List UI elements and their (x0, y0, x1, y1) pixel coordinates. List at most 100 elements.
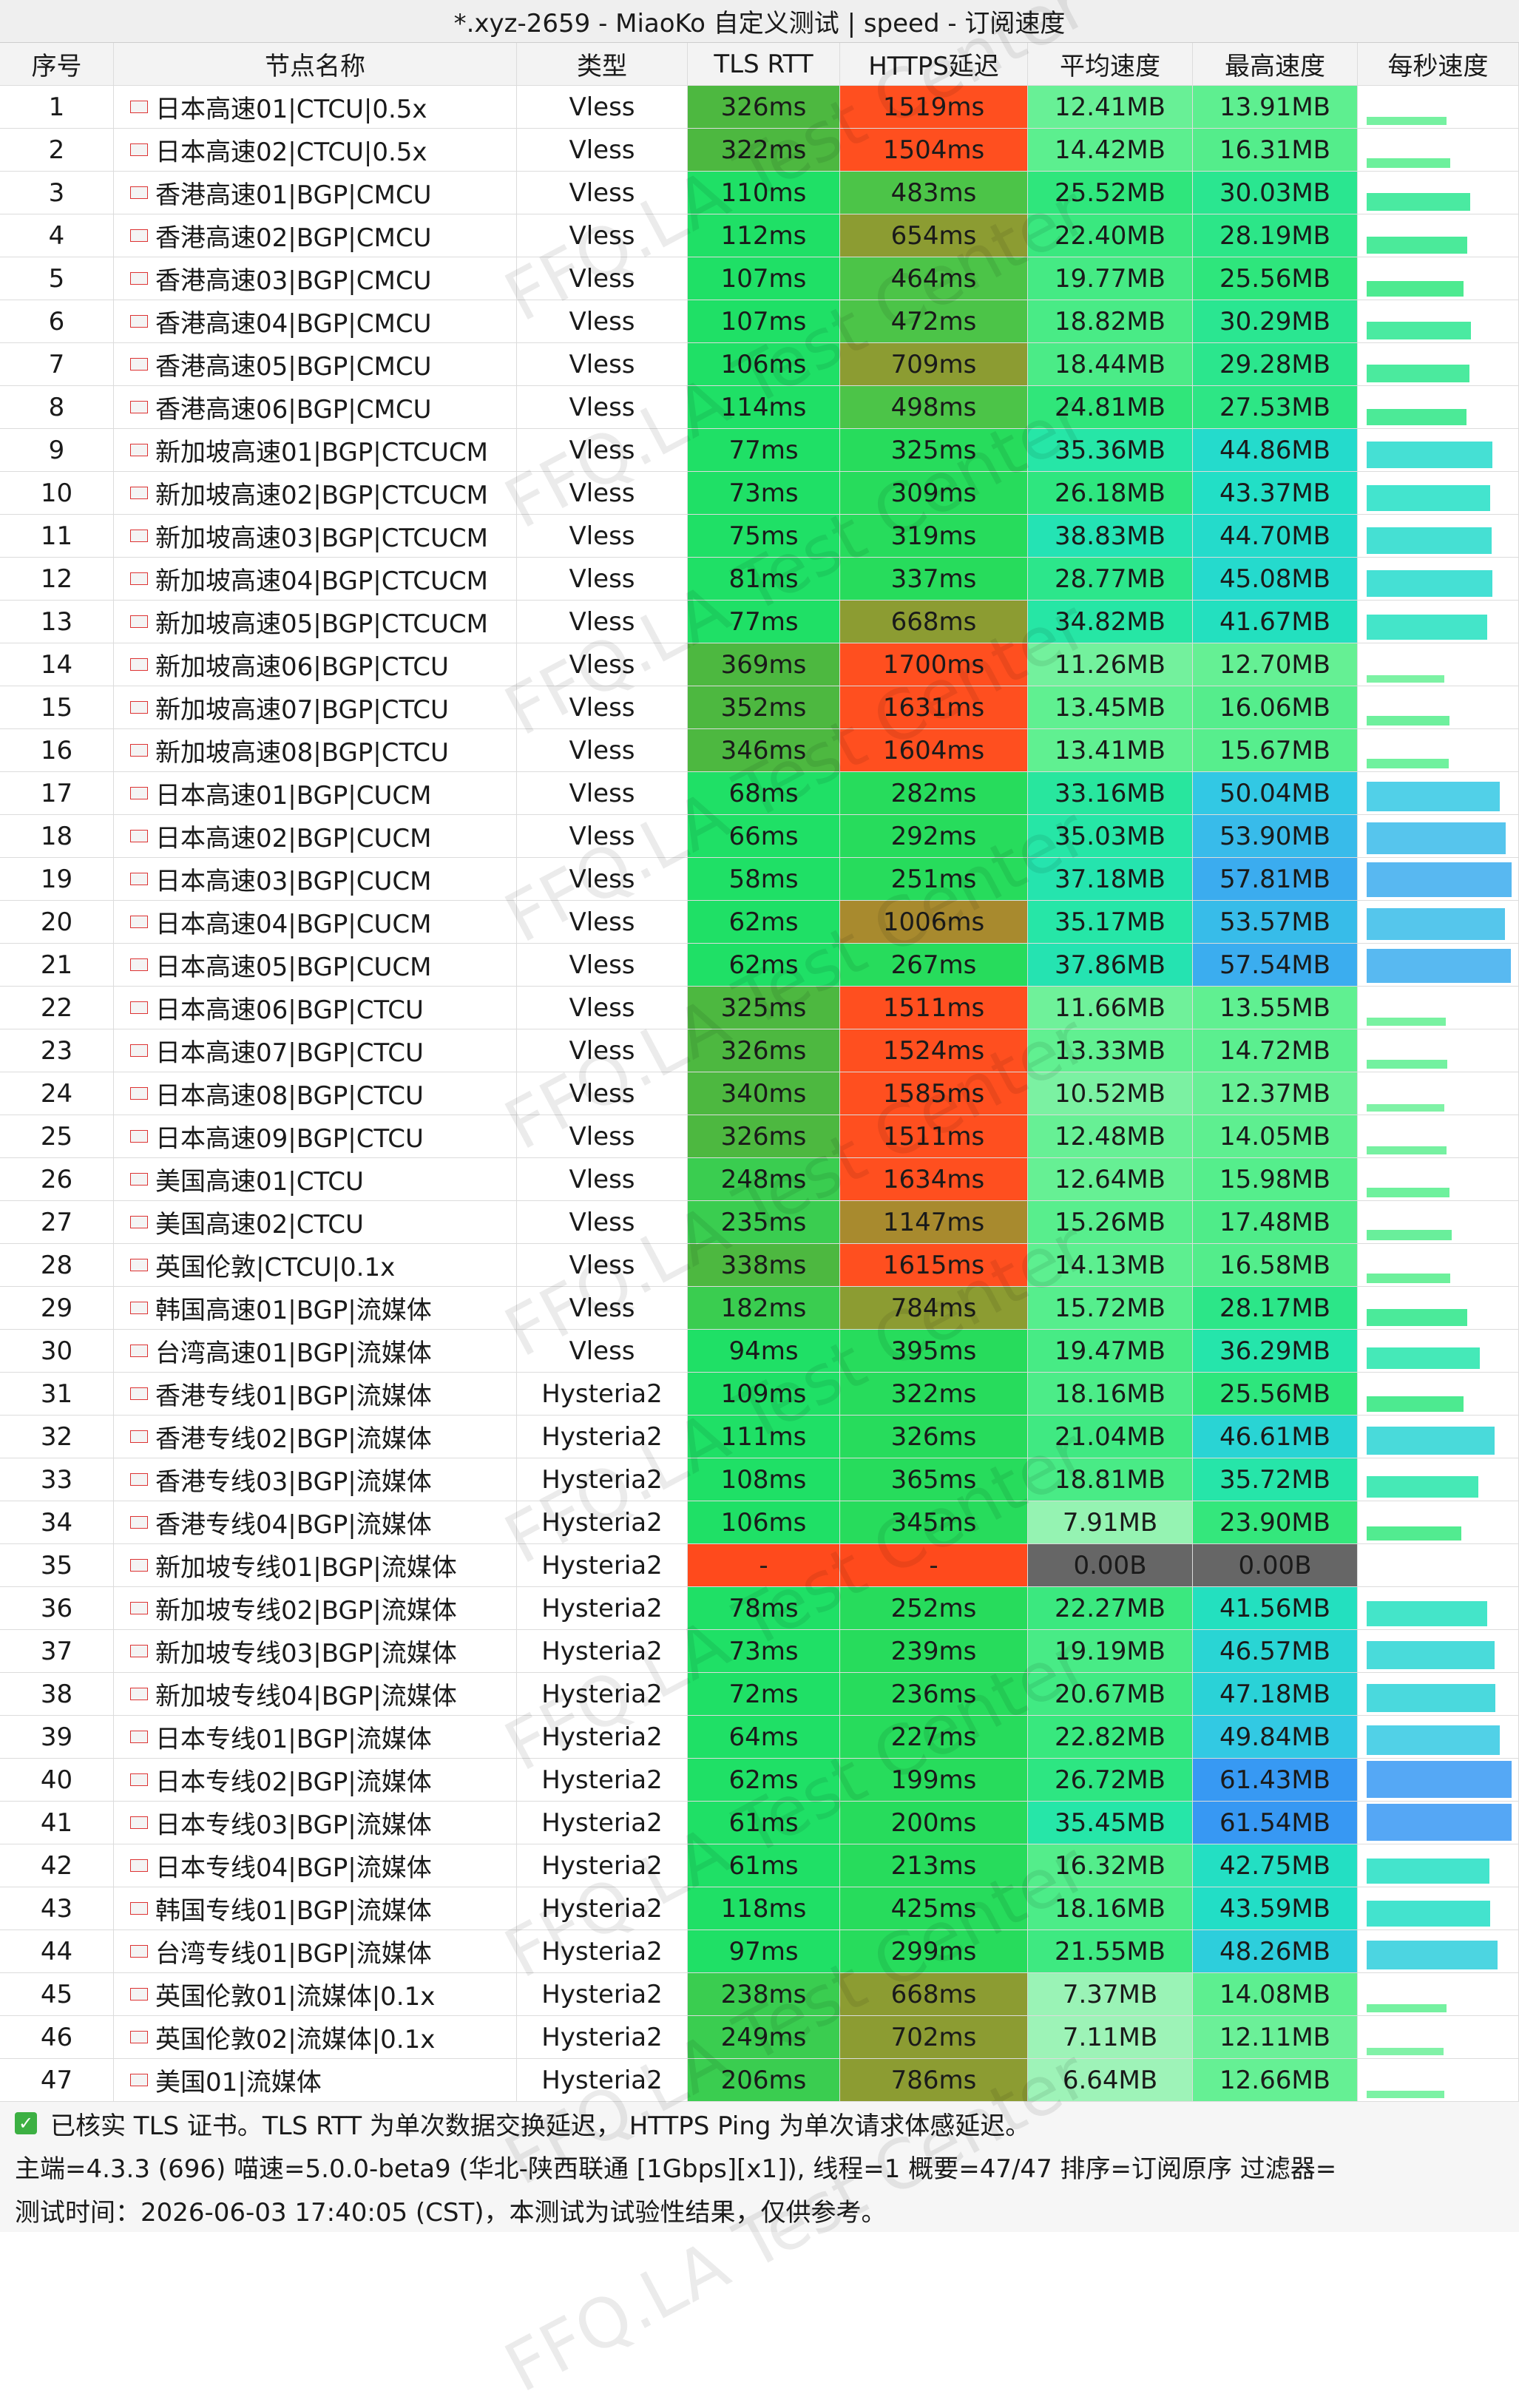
sparkline (1367, 1273, 1451, 1283)
sparkline (1367, 1683, 1496, 1712)
https-latency: 786ms (840, 2059, 1028, 2102)
footer-text: 已核实 TLS 证书。TLS RTT 为单次数据交换延迟， HTTPS Ping… (50, 2111, 1031, 2141)
node-name-cell: 新加坡专线04|BGP|流媒体 (114, 1673, 517, 1716)
node-name-cell: 日本高速02|CTCU|0.5x (114, 129, 517, 172)
flag-icon (130, 101, 148, 113)
node-name-cell: 香港专线03|BGP|流媒体 (114, 1458, 517, 1501)
protocol-type: Hysteria2 (517, 2059, 688, 2102)
row-index: 12 (0, 558, 114, 601)
row-index: 34 (0, 1501, 114, 1544)
node-name: 英国伦敦01|流媒体|0.1x (155, 1982, 436, 2012)
row-index: 33 (0, 1458, 114, 1501)
tls-rtt: 64ms (688, 1716, 840, 1759)
per-second-speed (1358, 2059, 1519, 2102)
avg-speed: 13.45MB (1028, 686, 1193, 729)
https-latency: 425ms (840, 1887, 1028, 1930)
node-name: 台湾专线01|BGP|流媒体 (155, 1939, 432, 1969)
flag-icon (130, 2074, 148, 2086)
https-latency: 1006ms (840, 901, 1028, 944)
tls-rtt: - (688, 1544, 840, 1587)
column-header: 每秒速度 (1358, 43, 1519, 86)
flag-icon (130, 1559, 148, 1572)
per-second-speed (1358, 901, 1519, 944)
node-name: 香港高速02|BGP|CMCU (155, 223, 432, 253)
max-speed: 61.43MB (1193, 1759, 1358, 1802)
node-name-cell: 日本高速07|BGP|CTCU (114, 1029, 517, 1072)
per-second-speed (1358, 1416, 1519, 1458)
node-name: 日本高速06|BGP|CTCU (155, 995, 424, 1025)
column-header: 平均速度 (1028, 43, 1193, 86)
node-name-cell: 新加坡高速01|BGP|CTCUCM (114, 429, 517, 472)
max-speed: 14.08MB (1193, 1973, 1358, 2016)
max-speed: 12.70MB (1193, 643, 1358, 686)
max-speed: 46.57MB (1193, 1630, 1358, 1673)
node-name: 新加坡高速08|BGP|CTCU (155, 738, 449, 768)
sparkline (1367, 948, 1512, 983)
max-speed: 12.37MB (1193, 1072, 1358, 1115)
tls-rtt: 62ms (688, 901, 840, 944)
tls-rtt: 61ms (688, 1802, 840, 1844)
avg-speed: 22.82MB (1028, 1716, 1193, 1759)
protocol-type: Hysteria2 (517, 1501, 688, 1544)
https-latency: 498ms (840, 386, 1028, 429)
row-index: 14 (0, 643, 114, 686)
row-index: 28 (0, 1244, 114, 1287)
max-speed: 35.72MB (1193, 1458, 1358, 1501)
row-index: 32 (0, 1416, 114, 1458)
https-latency: 1615ms (840, 1244, 1028, 1287)
column-header: 类型 (517, 43, 688, 86)
protocol-type: Vless (517, 1072, 688, 1115)
flag-icon (130, 1516, 148, 1529)
sparkline (1367, 1060, 1448, 1069)
avg-speed: 0.00B (1028, 1544, 1193, 1587)
max-speed: 29.28MB (1193, 343, 1358, 386)
https-latency: 1700ms (840, 643, 1028, 686)
https-latency: 322ms (840, 1373, 1028, 1416)
row-index: 35 (0, 1544, 114, 1587)
per-second-speed (1358, 772, 1519, 815)
node-name: 香港专线03|BGP|流媒体 (155, 1467, 432, 1497)
protocol-type: Vless (517, 686, 688, 729)
node-name-cell: 新加坡专线02|BGP|流媒体 (114, 1587, 517, 1630)
node-name: 新加坡专线04|BGP|流媒体 (155, 1682, 457, 1711)
per-second-speed (1358, 1544, 1519, 1587)
node-name-cell: 英国伦敦02|流媒体|0.1x (114, 2016, 517, 2059)
node-name: 香港高速06|BGP|CMCU (155, 395, 432, 425)
node-name: 美国高速01|CTCU (155, 1167, 364, 1197)
flag-icon (130, 958, 148, 971)
node-name: 新加坡高速02|BGP|CTCUCM (155, 481, 488, 510)
per-second-speed (1358, 1844, 1519, 1887)
avg-speed: 18.16MB (1028, 1887, 1193, 1930)
avg-speed: 14.42MB (1028, 129, 1193, 172)
tls-rtt: 248ms (688, 1158, 840, 1201)
protocol-type: Vless (517, 944, 688, 987)
node-name: 新加坡高速06|BGP|CTCU (155, 652, 449, 682)
max-speed: 46.61MB (1193, 1416, 1358, 1458)
protocol-type: Hysteria2 (517, 1373, 688, 1416)
sparkline (1367, 1229, 1452, 1240)
node-name-cell: 新加坡高速08|BGP|CTCU (114, 729, 517, 772)
max-speed: 25.56MB (1193, 1373, 1358, 1416)
sparkline (1367, 527, 1492, 554)
protocol-type: Vless (517, 601, 688, 643)
sparkline (1367, 1761, 1512, 1798)
avg-speed: 20.67MB (1028, 1673, 1193, 1716)
node-name: 日本高速01|BGP|CUCM (155, 781, 432, 811)
max-speed: 57.54MB (1193, 944, 1358, 987)
sparkline (1367, 237, 1468, 254)
avg-speed: 35.36MB (1028, 429, 1193, 472)
node-name: 新加坡高速05|BGP|CTCUCM (155, 609, 488, 639)
node-name-cell: 新加坡专线01|BGP|流媒体 (114, 1544, 517, 1587)
sparkline (1367, 2003, 1447, 2012)
https-latency: 309ms (840, 472, 1028, 515)
row-index: 1 (0, 86, 114, 129)
tls-rtt: 325ms (688, 987, 840, 1029)
https-latency: 1511ms (840, 987, 1028, 1029)
per-second-speed (1358, 1716, 1519, 1759)
node-name-cell: 香港高速05|BGP|CMCU (114, 343, 517, 386)
row-index: 8 (0, 386, 114, 429)
row-index: 43 (0, 1887, 114, 1930)
column-header: 最高速度 (1193, 43, 1358, 86)
per-second-speed (1358, 1587, 1519, 1630)
row-index: 29 (0, 1287, 114, 1330)
